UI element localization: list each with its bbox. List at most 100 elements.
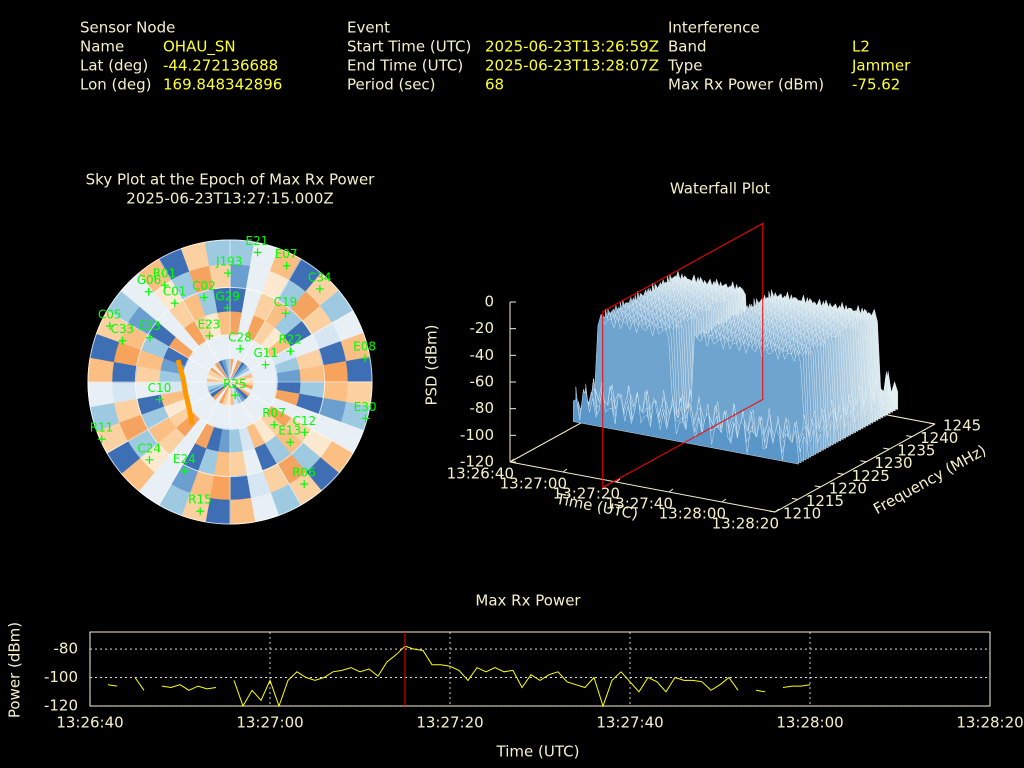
y-tick <box>837 472 844 475</box>
satellite-label: G06 <box>137 273 162 287</box>
chart-subtitle: 2025-06-23T13:27:15.000Z <box>126 190 333 208</box>
satellite-label: R25 <box>223 377 247 391</box>
chart-title: Waterfall Plot <box>670 180 770 198</box>
z-tick-label: -120 <box>460 453 494 471</box>
info-label: Max Rx Power (dBm) <box>668 76 824 94</box>
heat-cell <box>322 360 349 383</box>
satellite-label: G29 <box>215 289 240 303</box>
azimuth-spoke <box>106 310 231 383</box>
satellite-label: E30 <box>354 400 377 414</box>
satellite-marker <box>145 455 154 464</box>
info-label: End Time (UTC) <box>347 57 463 75</box>
info-label: Lat (deg) <box>80 57 148 75</box>
satellite-label: C01 <box>163 285 187 299</box>
power-line <box>107 645 811 708</box>
info-value: 68 <box>485 76 504 94</box>
z-tick-label: -100 <box>460 426 494 444</box>
chart-title: Sky Plot at the Epoch of Max Rx Power <box>86 171 376 189</box>
y-tick-label: 1235 <box>897 442 935 460</box>
info-label: Type <box>667 57 702 75</box>
info-value: 169.848342896 <box>163 76 282 94</box>
info-value: L2 <box>852 38 870 56</box>
heat-cell <box>229 497 256 525</box>
satellite-label: C12 <box>293 414 317 428</box>
satellite-marker <box>270 420 279 429</box>
y-tick <box>791 497 798 500</box>
satellite-label: E33 <box>138 319 161 333</box>
waterfall-surface <box>573 270 898 465</box>
satellite-label: E24 <box>173 452 196 466</box>
satellite-marker <box>145 333 154 342</box>
x-tick <box>668 488 674 493</box>
satellite-label: R06 <box>292 466 316 480</box>
azimuth-spoke <box>229 310 354 383</box>
x-tick-label: 13:27:20 <box>553 485 620 503</box>
x-tick-label: 13:28:20 <box>712 515 779 533</box>
chart-title: Max Rx Power <box>475 592 581 610</box>
info-heading: Event <box>347 19 390 37</box>
x-axis-label: Time (UTC) <box>496 743 580 761</box>
x-tick-label: 13:28:00 <box>776 714 843 732</box>
satellite-label: C19 <box>274 295 298 309</box>
satellite-marker <box>105 321 114 330</box>
satellite-marker <box>236 344 245 353</box>
satellite-marker <box>196 507 205 516</box>
info-value: -44.272136688 <box>163 57 278 75</box>
info-value: 2025-06-23T13:26:59Z <box>485 38 659 56</box>
satellite-marker <box>223 303 232 312</box>
satellite-marker <box>361 354 370 363</box>
info-value: Jammer <box>851 57 911 75</box>
y-tick-label: 1230 <box>874 454 912 472</box>
satellite-label: R07 <box>262 406 286 420</box>
time-axis <box>509 461 776 513</box>
frequency-axis <box>774 423 936 513</box>
satellite-label: R15 <box>188 493 212 507</box>
x-tick-label: 13:27:40 <box>596 714 663 732</box>
satellite-marker <box>300 480 309 489</box>
satellite-marker <box>361 414 370 423</box>
satellite-label: C33 <box>110 322 134 336</box>
satellite-label: G11 <box>253 346 278 360</box>
y-axis-label: Power (dBm) <box>6 622 24 718</box>
heat-cell <box>229 474 252 501</box>
info-value: 2025-06-23T13:28:07Z <box>485 57 659 75</box>
satellite-marker <box>205 331 214 340</box>
z-tick-label: 0 <box>484 293 494 311</box>
satellite-marker <box>253 248 262 257</box>
y-tick-label: 1215 <box>806 492 844 510</box>
z-axis-label: PSD (dBm) <box>423 324 441 405</box>
z-tick-label: -60 <box>470 373 495 391</box>
y-tick-label: 1220 <box>829 479 867 497</box>
z-tick-label: -40 <box>470 346 495 364</box>
satellite-marker <box>170 299 179 308</box>
satellite-marker <box>118 336 127 345</box>
x-tick-label: 13:28:00 <box>659 505 726 523</box>
satellite-label: C10 <box>148 381 172 395</box>
azimuth-spoke <box>158 258 231 383</box>
x-tick <box>562 468 568 473</box>
x-tick-label: 13:27:20 <box>416 714 483 732</box>
x-tick-label: 13:27:00 <box>236 714 303 732</box>
satellite-marker <box>282 261 291 270</box>
info-heading: Interference <box>668 19 760 37</box>
satellite-marker <box>261 360 270 369</box>
satellite-marker <box>200 293 209 302</box>
satellite-label: R11 <box>90 421 114 435</box>
satellite-label: E13 <box>278 424 301 438</box>
satellite-marker <box>144 287 153 296</box>
satellite-marker <box>286 438 295 447</box>
azimuth-spoke <box>229 381 354 454</box>
y-tick-label: 1245 <box>943 417 981 435</box>
satellite-label: C28 <box>228 330 252 344</box>
satellite-marker <box>281 309 290 318</box>
satellite-label: J193 <box>215 255 242 269</box>
y-tick-label: -80 <box>54 640 79 658</box>
info-value: OHAU_SN <box>163 38 236 57</box>
azimuth-spoke <box>229 381 302 506</box>
satellite-marker <box>224 269 233 278</box>
y-tick-label: -120 <box>44 697 78 715</box>
surface-slice <box>573 386 799 465</box>
info-label: Period (sec) <box>347 76 436 94</box>
